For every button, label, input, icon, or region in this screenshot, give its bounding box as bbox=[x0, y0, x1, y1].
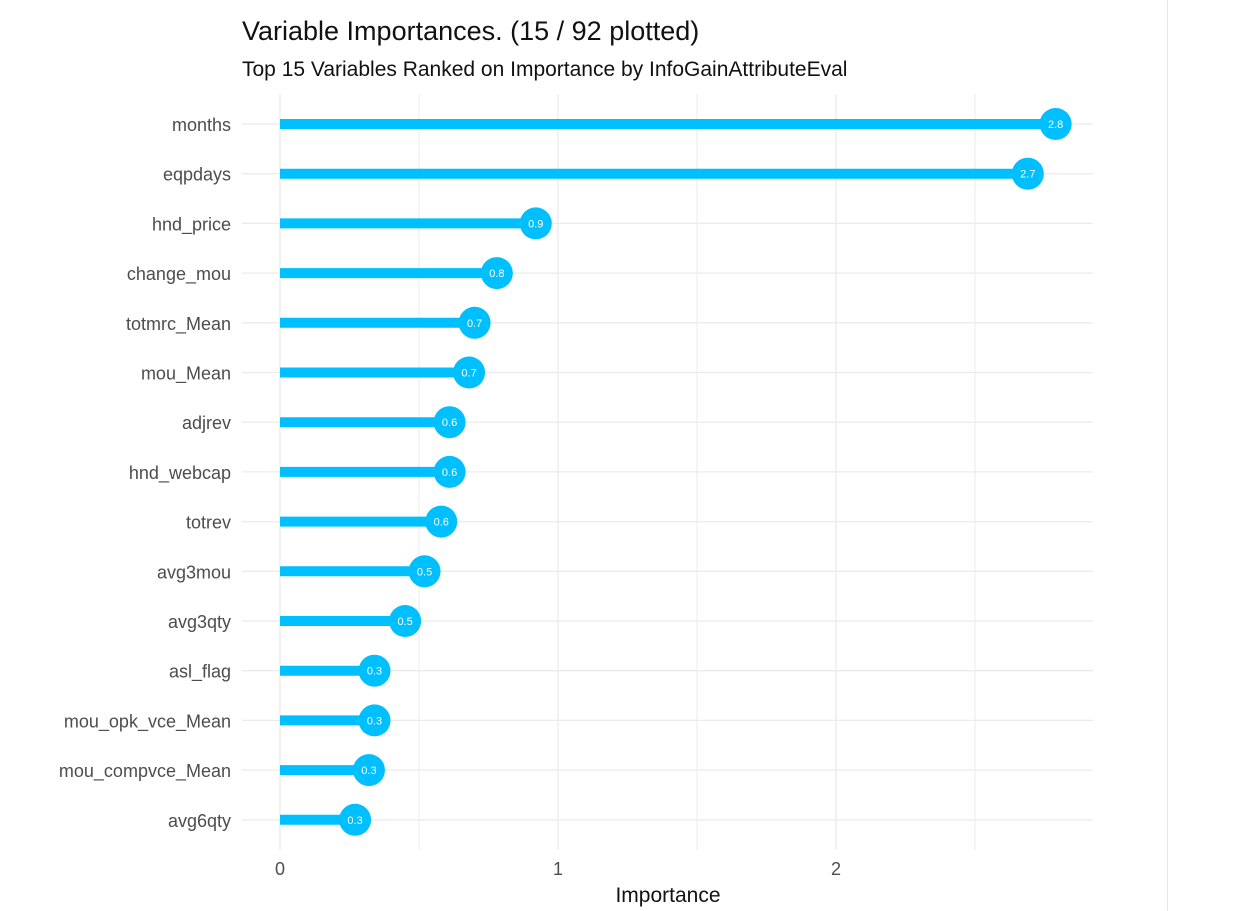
bar-end-dot bbox=[519, 207, 552, 240]
panel-divider bbox=[1167, 0, 1168, 911]
data-label: 0.6 bbox=[434, 517, 449, 529]
y-tick-label: eqpdays bbox=[163, 165, 231, 185]
chart-subtitle: Top 15 Variables Ranked on Importance by… bbox=[242, 58, 848, 81]
y-tick-label: avg3mou bbox=[157, 562, 231, 582]
chart-title: Variable Importances. (15 / 92 plotted) bbox=[242, 16, 700, 46]
bar-end-dot bbox=[358, 704, 391, 737]
data-label: 0.3 bbox=[347, 815, 362, 827]
data-label: 0.5 bbox=[397, 616, 412, 628]
y-tick-label: months bbox=[172, 115, 231, 135]
data-label: 0.3 bbox=[367, 666, 382, 678]
data-label: 0.3 bbox=[361, 765, 376, 777]
bar-end-dot bbox=[425, 505, 458, 538]
data-label: 0.3 bbox=[367, 715, 382, 727]
bar-end-dot bbox=[1039, 108, 1072, 140]
bar-end-dot bbox=[458, 306, 491, 339]
bar-end-dot bbox=[433, 455, 466, 488]
data-label: 2.7 bbox=[1020, 169, 1035, 181]
bar-end-dot bbox=[339, 803, 372, 836]
x-tick-label: 0 bbox=[275, 859, 285, 879]
bar-end-dot bbox=[480, 257, 513, 290]
bar-end-dot bbox=[453, 356, 486, 389]
data-label: 0.6 bbox=[442, 467, 457, 479]
x-tick-label: 1 bbox=[553, 859, 563, 879]
data-label: 0.7 bbox=[467, 318, 482, 330]
y-tick-label: mou_compvce_Mean bbox=[59, 761, 231, 782]
x-axis-title: Importance bbox=[615, 884, 721, 907]
y-tick-label: hnd_price bbox=[152, 214, 231, 235]
data-label: 0.8 bbox=[489, 268, 504, 280]
data-label: 0.6 bbox=[442, 417, 457, 429]
data-label: 0.9 bbox=[528, 218, 543, 230]
y-tick-label: mou_Mean bbox=[141, 364, 231, 385]
data-label: 0.5 bbox=[417, 566, 432, 578]
y-tick-label: avg6qty bbox=[168, 811, 231, 831]
y-tick-label: totmrc_Mean bbox=[126, 314, 231, 335]
y-tick-label: adjrev bbox=[182, 413, 231, 433]
bar-end-dot bbox=[408, 555, 441, 588]
data-label: 0.7 bbox=[461, 368, 476, 380]
data-label: 2.8 bbox=[1048, 119, 1063, 131]
bar-end-dot bbox=[352, 754, 385, 787]
y-tick-label: hnd_webcap bbox=[129, 463, 231, 484]
bar-end-dot bbox=[358, 654, 391, 687]
y-tick-label: asl_flag bbox=[169, 662, 231, 683]
bar-end-dot bbox=[433, 406, 466, 439]
bar-end-dot bbox=[389, 605, 422, 637]
bar-end-dot bbox=[1011, 157, 1044, 190]
y-tick-label: totrev bbox=[186, 513, 231, 533]
y-tick-label: mou_opk_vce_Mean bbox=[64, 711, 231, 732]
x-tick-label: 2 bbox=[831, 859, 841, 879]
y-tick-label: avg3qty bbox=[168, 612, 231, 632]
y-tick-label: change_mou bbox=[127, 264, 231, 285]
